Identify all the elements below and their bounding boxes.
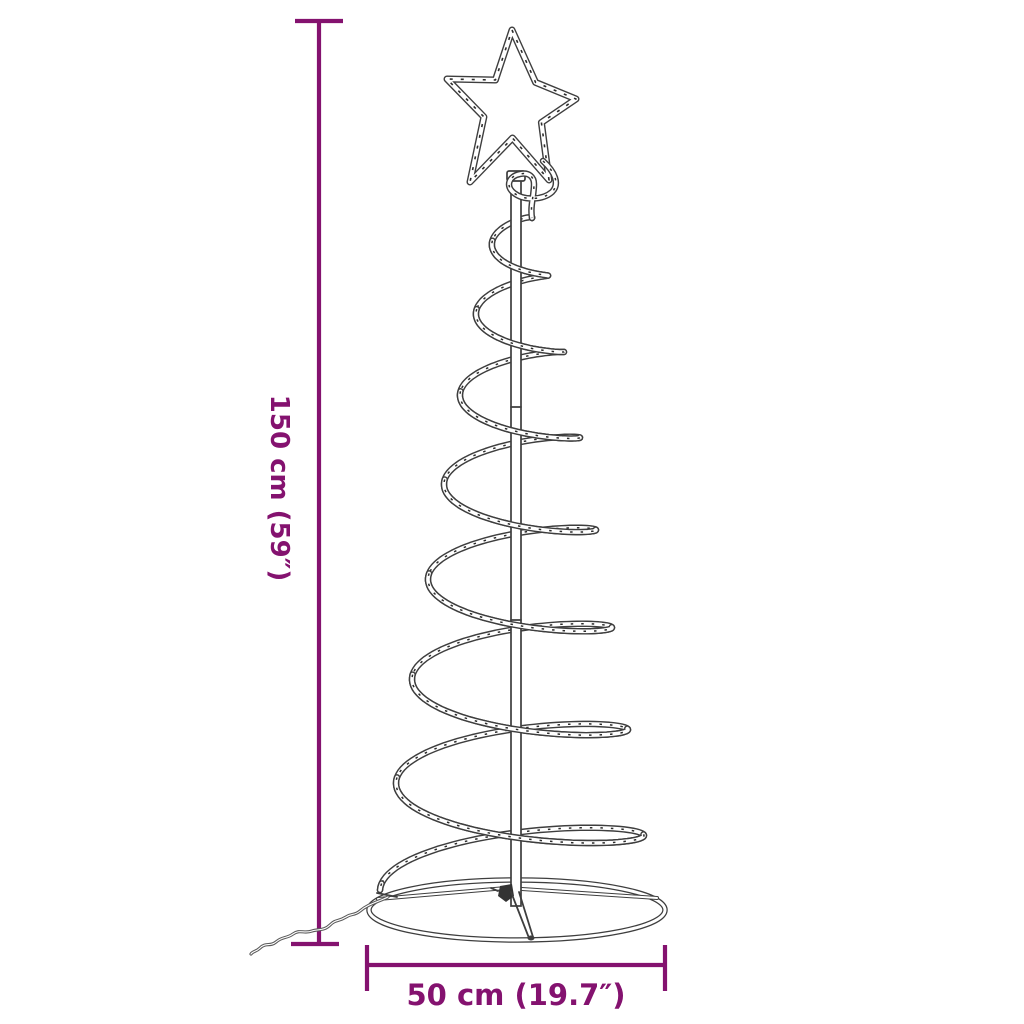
star-outline [443, 26, 580, 186]
base-spoke-left-core [377, 887, 507, 900]
clamp-bolt [490, 887, 499, 892]
star-core [444, 27, 579, 185]
width-dimension-line [364, 945, 668, 991]
pole-tube [510, 179, 522, 907]
height-dimension-label: 150 cm (59″) [264, 394, 294, 582]
power-cord [249, 895, 390, 956]
pole-base-clamp [498, 884, 514, 902]
base-clamp-and-leg [490, 884, 535, 941]
front-leg-line-1 [510, 891, 530, 939]
rope-ring-connector [376, 892, 398, 898]
base-spoke-right-core [521, 888, 658, 899]
star-led-dashes [446, 29, 577, 183]
rope-curl-dashes [508, 160, 557, 219]
front-leg-line-2 [518, 891, 534, 938]
height-dimension-line [291, 18, 343, 947]
star-topper [443, 26, 580, 222]
power-cord-highlight [250, 896, 389, 955]
width-dimension-label: 50 cm (19.7″) [406, 978, 626, 1012]
front-leg-foot [527, 935, 535, 941]
